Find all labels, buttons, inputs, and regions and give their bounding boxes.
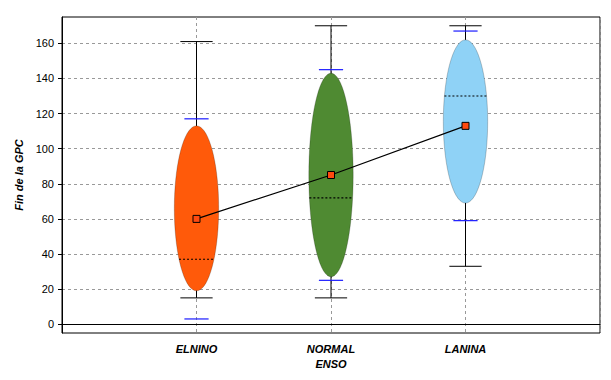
svg-text:NORMAL: NORMAL [307,343,356,355]
svg-text:40: 40 [42,248,54,260]
svg-text:80: 80 [42,178,54,190]
svg-text:100: 100 [36,143,54,155]
svg-text:60: 60 [42,213,54,225]
svg-text:Fin de la GPC: Fin de la GPC [13,138,25,211]
svg-text:LANINA: LANINA [445,343,487,355]
svg-text:ENSO: ENSO [315,358,347,370]
svg-text:160: 160 [36,37,54,49]
svg-text:ELNINO: ELNINO [176,343,218,355]
svg-text:140: 140 [36,72,54,84]
svg-text:20: 20 [42,283,54,295]
svg-text:120: 120 [36,108,54,120]
svg-text:0: 0 [48,318,54,330]
